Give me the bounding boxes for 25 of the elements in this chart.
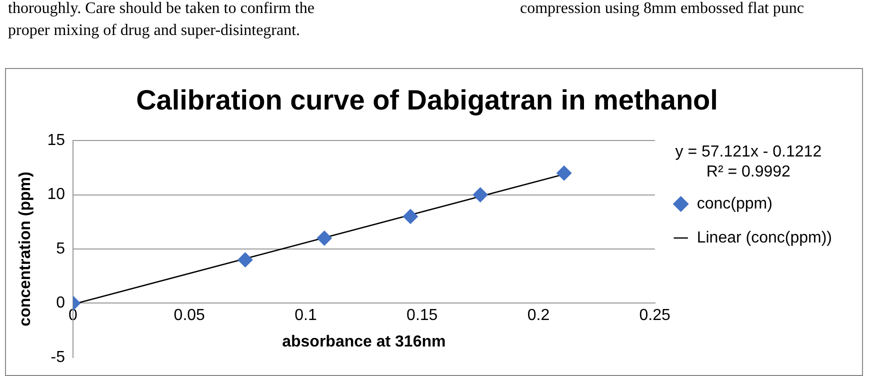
text: compression using 8mm embossed flat punc	[520, 0, 804, 18]
y-tick-label: 5	[56, 240, 66, 258]
point	[238, 252, 253, 268]
point	[316, 230, 332, 246]
chart-title: Calibration curve of Dabigatran in methanol	[136, 84, 718, 116]
y-tick-label: 10	[47, 186, 66, 204]
legend-label: conc(ppm)	[696, 195, 772, 212]
x-axis-title: absorbance at 316nm	[282, 333, 446, 350]
x-tick-label: 0.25	[639, 307, 671, 324]
y-tick-label: 0	[56, 294, 66, 312]
y-axis-title: concentration (ppm)	[17, 172, 34, 326]
x-tick-label: 0.05	[174, 307, 206, 324]
text: thoroughly. Care should be taken to confirm the	[8, 0, 314, 18]
point	[472, 187, 488, 202]
text: R² = 0.9992	[706, 163, 791, 180]
x-tick-label: 0.2	[527, 307, 550, 324]
point	[556, 166, 572, 181]
y-tick-label: -5	[50, 348, 66, 366]
text: y = 57.121x - 0.1212	[675, 143, 822, 160]
x-tick-label: 0.1	[294, 307, 317, 324]
x-tick-label: 0.15	[406, 307, 438, 324]
text: proper mixing of drug and super-disintegrant.	[8, 22, 300, 40]
point	[402, 208, 418, 224]
y-tick-label: 15	[47, 132, 66, 150]
legend-label: Linear (conc(ppm))	[696, 229, 832, 246]
